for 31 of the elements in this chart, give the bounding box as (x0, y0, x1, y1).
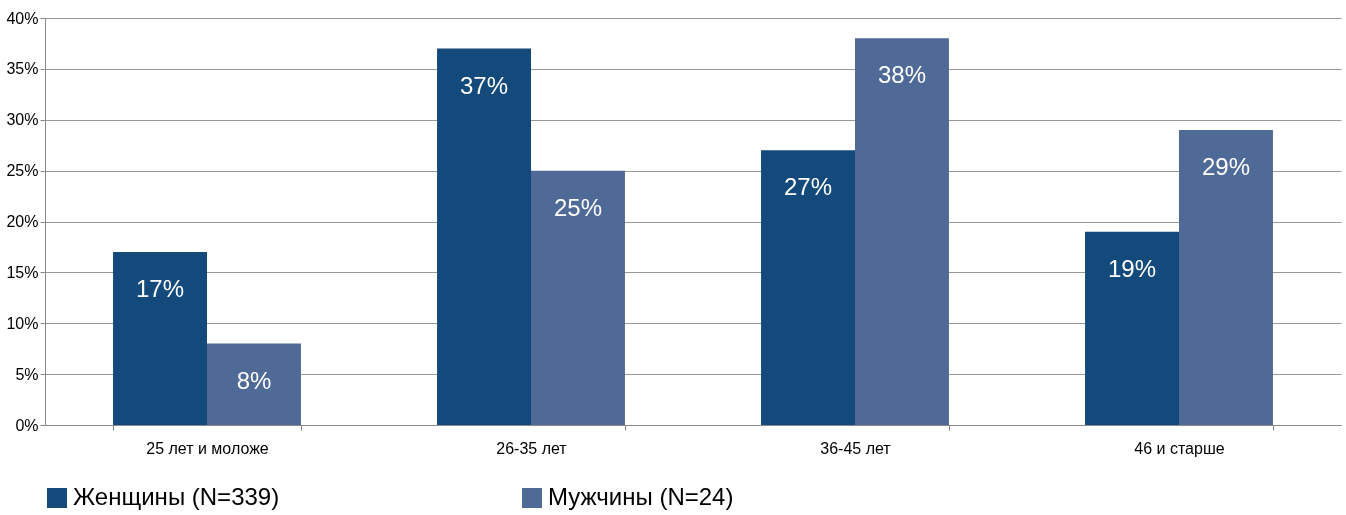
data-label: 37% (460, 71, 509, 99)
x-tick-label: 36-45 лет (820, 439, 892, 457)
y-tick-label: 40% (6, 9, 39, 27)
data-label: 27% (784, 173, 833, 201)
data-label: 25% (553, 193, 602, 221)
data-label: 8% (236, 366, 272, 394)
bar (207, 343, 301, 425)
data-label: 38% (877, 61, 926, 89)
bar (1085, 231, 1179, 425)
x-tick-label: 26-35 лет (496, 439, 568, 457)
data-label: 17% (136, 275, 185, 303)
y-tick-label: 25% (6, 162, 39, 180)
y-tick-label: 10% (6, 314, 39, 332)
y-tick-label: 35% (6, 60, 39, 78)
bar (113, 252, 207, 425)
y-tick-label: 20% (6, 213, 39, 230)
data-label: 19% (1108, 254, 1157, 282)
bar (855, 38, 949, 425)
y-tick-label: 30% (6, 111, 39, 129)
bar (1179, 129, 1273, 425)
y-tick-label: 15% (6, 263, 39, 281)
x-tick-label: 46 и старше (1134, 439, 1225, 457)
data-label: 29% (1201, 152, 1250, 180)
bar (761, 150, 855, 425)
legend-label: Мужчины (N=24) (548, 483, 734, 510)
bar (531, 170, 625, 425)
legend-label: Женщины (N=339) (73, 483, 280, 510)
y-tick-label: 5% (15, 365, 39, 383)
y-tick-label: 0% (15, 416, 39, 434)
x-tick-label: 25 лет и моложе (146, 439, 269, 457)
bar (437, 48, 531, 425)
